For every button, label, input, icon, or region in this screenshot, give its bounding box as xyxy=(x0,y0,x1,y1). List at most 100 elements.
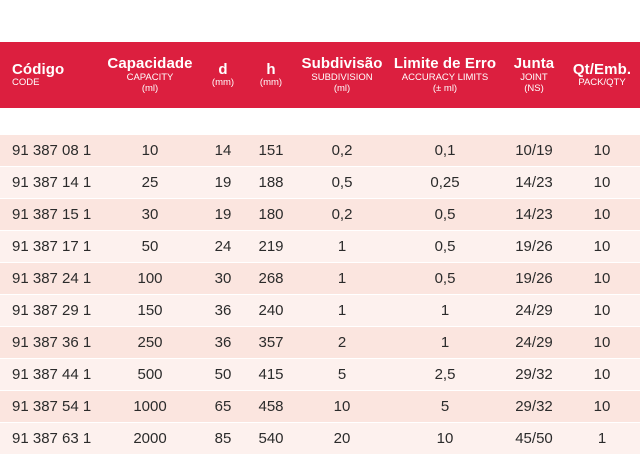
cell-code: 91 387 44 1 xyxy=(12,366,92,383)
cell-code: 91 387 29 1 xyxy=(12,302,92,319)
cell-pack: 1 xyxy=(597,430,607,447)
cell-limit: 10 xyxy=(436,430,454,447)
header-subdivision-unit: (ml) xyxy=(333,82,351,94)
header-code-subtitle: CODE xyxy=(12,77,40,89)
cell-capacity: 25 xyxy=(141,174,159,191)
cell-pack: 10 xyxy=(593,238,611,255)
cell-code: 91 387 24 1 xyxy=(12,270,92,287)
cell-d: 30 xyxy=(214,270,232,287)
cell-code: 91 387 17 1 xyxy=(12,238,92,255)
header-pack-subtitle: PACK/QTY xyxy=(578,77,626,89)
header-capacity-subtitle: CAPACITY xyxy=(126,71,174,83)
cell-subdivision: 1 xyxy=(337,270,347,287)
cell-code: 91 387 54 1 xyxy=(12,398,92,415)
cell-subdivision: 10 xyxy=(333,398,351,415)
header-limit-title: Limite de Erro xyxy=(393,55,497,73)
cell-pack: 10 xyxy=(593,174,611,191)
table-header: Código CODE Capacidade CAPACITY (ml) d (… xyxy=(0,42,640,108)
cell-d: 36 xyxy=(214,334,232,351)
table-row: 91 387 44 1 500 50 415 5 2,5 29/32 10 xyxy=(0,358,640,390)
cell-subdivision: 0,5 xyxy=(331,174,353,191)
header-d-title: d xyxy=(218,60,228,78)
cell-h: 219 xyxy=(258,238,284,255)
cell-d: 14 xyxy=(214,142,232,159)
table-row: 91 387 54 1 1000 65 458 10 5 29/32 10 xyxy=(0,390,640,422)
cell-h: 415 xyxy=(258,366,284,383)
table-row: 91 387 29 1 150 36 240 1 1 24/29 10 xyxy=(0,294,640,326)
cell-capacity: 50 xyxy=(141,238,159,255)
header-limit-unit: (± ml) xyxy=(432,82,458,94)
cell-d: 24 xyxy=(214,238,232,255)
cell-h: 540 xyxy=(258,430,284,447)
cell-d: 50 xyxy=(214,366,232,383)
cell-capacity: 1000 xyxy=(133,398,167,415)
header-limit-subtitle: ACCURACY LIMITS xyxy=(401,71,489,83)
cell-h: 458 xyxy=(258,398,284,415)
cell-pack: 10 xyxy=(593,206,611,223)
cell-code: 91 387 08 1 xyxy=(12,142,92,159)
cell-h: 151 xyxy=(258,142,284,159)
cell-capacity: 150 xyxy=(137,302,163,319)
header-h-title: h xyxy=(266,60,276,78)
table-row: 91 387 08 1 10 14 151 0,2 0,1 10/19 10 xyxy=(0,135,640,166)
cell-joint: 19/26 xyxy=(515,238,553,255)
header-pack: Qt/Emb. PACK/QTY xyxy=(567,42,637,108)
cell-d: 19 xyxy=(214,174,232,191)
cell-capacity: 500 xyxy=(137,366,163,383)
cell-joint: 14/23 xyxy=(515,174,553,191)
header-subdivision-subtitle: SUBDIVISION xyxy=(311,71,373,83)
cell-code: 91 387 63 1 xyxy=(12,430,92,447)
header-joint: Junta JOINT (NS) xyxy=(502,42,566,108)
cell-joint: 14/23 xyxy=(515,206,553,223)
cell-capacity: 100 xyxy=(137,270,163,287)
cell-d: 65 xyxy=(214,398,232,415)
cell-subdivision: 1 xyxy=(337,302,347,319)
header-subdivision: Subdivisão SUBDIVISION (ml) xyxy=(296,42,388,108)
header-code-title: Código xyxy=(12,60,65,78)
table-row: 91 387 24 1 100 30 268 1 0,5 19/26 10 xyxy=(0,262,640,294)
table-body: 91 387 08 1 10 14 151 0,2 0,1 10/19 10 91 387 14… xyxy=(0,135,640,454)
cell-pack: 10 xyxy=(593,302,611,319)
cell-code: 91 387 36 1 xyxy=(12,334,92,351)
table-row: 91 387 17 1 50 24 219 1 0,5 19/26 10 xyxy=(0,230,640,262)
cell-limit: 0,25 xyxy=(430,174,460,191)
header-limit: Limite de Erro ACCURACY LIMITS (± ml) xyxy=(388,42,502,108)
cell-pack: 10 xyxy=(593,366,611,383)
cell-d: 36 xyxy=(214,302,232,319)
header-subdivision-title: Subdivisão xyxy=(301,55,383,73)
header-h: h (mm) xyxy=(249,42,293,108)
header-pack-title: Qt/Emb. xyxy=(572,60,632,78)
header-d: d (mm) xyxy=(201,42,245,108)
cell-pack: 10 xyxy=(593,334,611,351)
cell-pack: 10 xyxy=(593,142,611,159)
cell-capacity: 10 xyxy=(141,142,159,159)
cell-limit: 1 xyxy=(440,334,450,351)
cell-joint: 29/32 xyxy=(515,366,553,383)
cell-limit: 0,5 xyxy=(434,238,456,255)
cell-h: 268 xyxy=(258,270,284,287)
cell-limit: 0,5 xyxy=(434,206,456,223)
cell-joint: 19/26 xyxy=(515,270,553,287)
cell-joint: 45/50 xyxy=(515,430,553,447)
cell-code: 91 387 15 1 xyxy=(12,206,92,223)
cell-joint: 29/32 xyxy=(515,398,553,415)
cell-joint: 24/29 xyxy=(515,302,553,319)
header-capacity: Capacidade CAPACITY (ml) xyxy=(100,42,200,108)
cell-joint: 24/29 xyxy=(515,334,553,351)
cell-limit: 5 xyxy=(440,398,450,415)
header-capacity-unit: (ml) xyxy=(141,82,159,94)
header-h-unit: (mm) xyxy=(259,77,283,89)
cell-h: 180 xyxy=(258,206,284,223)
cell-code: 91 387 14 1 xyxy=(12,174,92,191)
cell-h: 188 xyxy=(258,174,284,191)
header-code: Código CODE xyxy=(12,42,102,108)
cell-limit: 1 xyxy=(440,302,450,319)
cell-d: 85 xyxy=(214,430,232,447)
cell-joint: 10/19 xyxy=(515,142,553,159)
cell-limit: 0,1 xyxy=(434,142,456,159)
cell-subdivision: 0,2 xyxy=(331,142,353,159)
cell-d: 19 xyxy=(214,206,232,223)
cell-subdivision: 5 xyxy=(337,366,347,383)
cell-subdivision: 20 xyxy=(333,430,351,447)
